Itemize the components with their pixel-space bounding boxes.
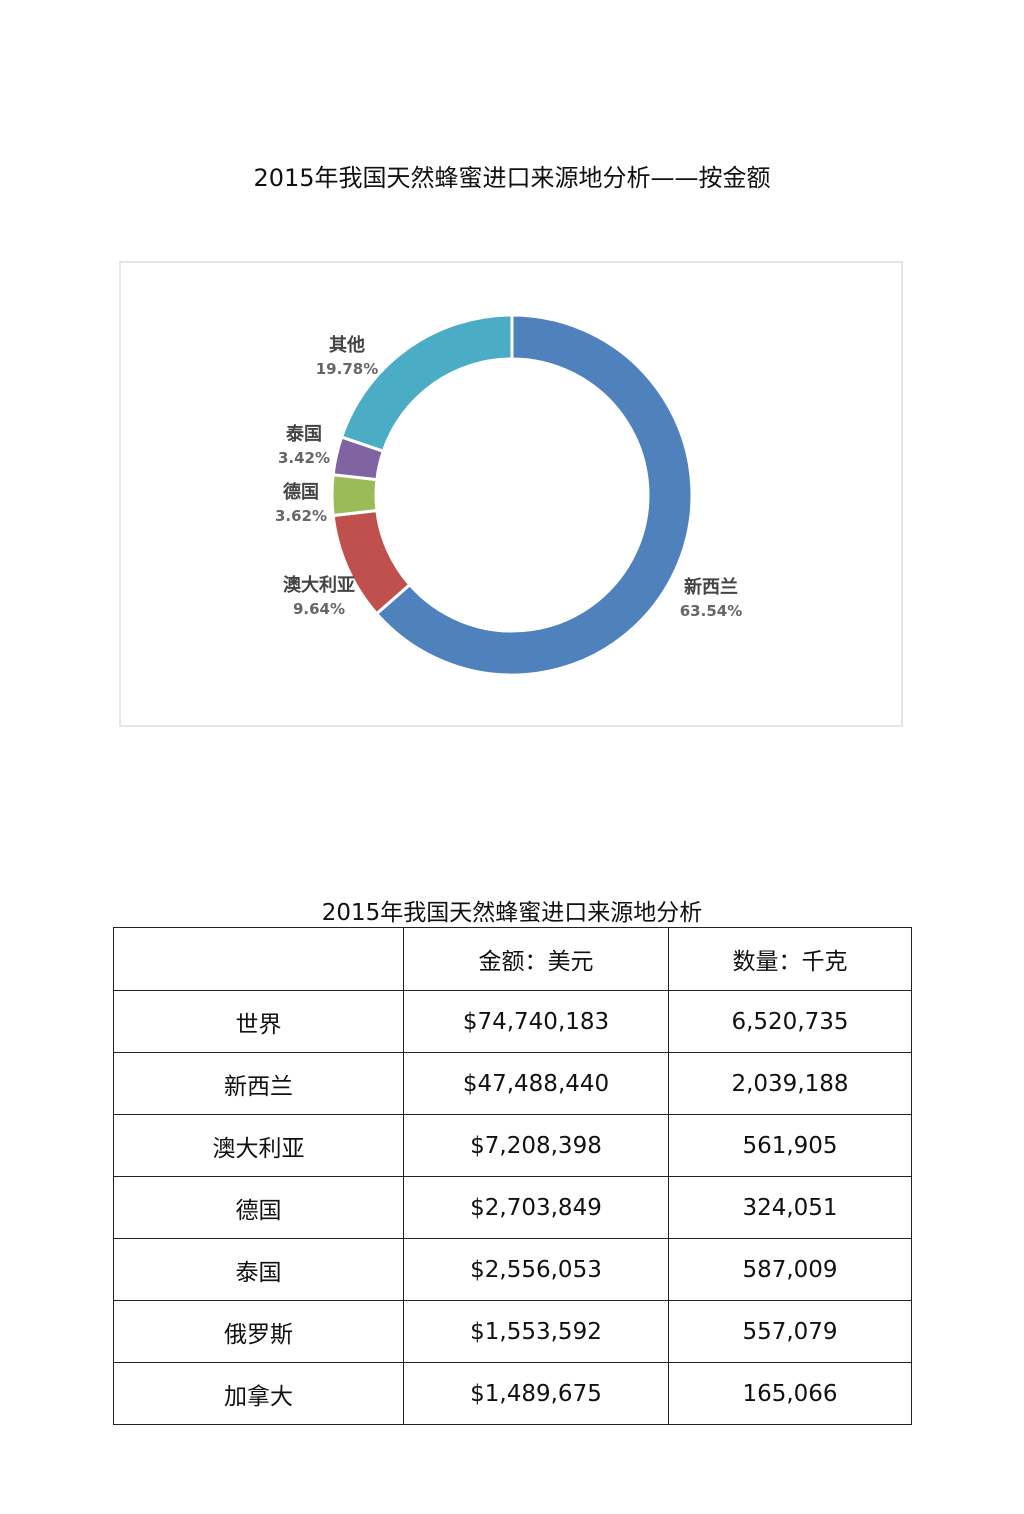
table-cell-region: 俄罗斯 <box>113 1300 404 1363</box>
table-header-row: 金额：美元 数量：千克 <box>113 927 912 991</box>
table-cell-amount: $2,703,849 <box>403 1176 669 1239</box>
table-cell-quantity: 561,905 <box>668 1114 912 1177</box>
slice-label-name: 德国 <box>283 481 319 503</box>
slice-label-percent: 3.42% <box>278 449 330 467</box>
data-table: 金额：美元 数量：千克 世界 $74,740,183 6,520,735 新西兰… <box>113 927 912 1425</box>
chart-title: 2015年我国天然蜂蜜进口来源地分析——按金额 <box>253 164 771 192</box>
table-cell-region: 加拿大 <box>113 1362 404 1425</box>
table-row: 新西兰 $47,488,440 2,039,188 <box>113 1052 912 1115</box>
table-row: 加拿大 $1,489,675 165,066 <box>113 1362 912 1425</box>
table-cell-quantity: 6,520,735 <box>668 990 912 1053</box>
slice-label-percent: 3.62% <box>275 507 327 525</box>
slice-label-percent: 63.54% <box>680 602 742 620</box>
table-cell-amount: $1,553,592 <box>403 1300 669 1363</box>
header-cell-amount: 金额：美元 <box>403 927 669 991</box>
table-cell-amount: $2,556,053 <box>403 1238 669 1301</box>
table-cell-region: 德国 <box>113 1176 404 1239</box>
table-cell-quantity: 587,009 <box>668 1238 912 1301</box>
header-cell-region <box>113 927 404 991</box>
table-title: 2015年我国天然蜂蜜进口来源地分析 <box>321 900 703 926</box>
table-cell-region: 世界 <box>113 990 404 1053</box>
slice-label-name: 新西兰 <box>684 576 738 598</box>
donut-chart: 新西兰 63.54% 澳大利亚 9.64% 德国 3.62% 泰国 3.42% 其他 19.78% <box>275 313 742 677</box>
slice-label-percent: 19.78% <box>316 360 378 378</box>
table-row: 德国 $2,703,849 324,051 <box>113 1176 912 1239</box>
table-cell-quantity: 324,051 <box>668 1176 912 1239</box>
table-cell-region: 澳大利亚 <box>113 1114 404 1177</box>
table-row: 世界 $74,740,183 6,520,735 <box>113 990 912 1053</box>
table-cell-amount: $7,208,398 <box>403 1114 669 1177</box>
header-cell-quantity: 数量：千克 <box>668 927 912 991</box>
chart-frame: 新西兰 63.54% 澳大利亚 9.64% 德国 3.62% 泰国 3.42% 其他 19.78% <box>119 261 903 727</box>
table-cell-quantity: 2,039,188 <box>668 1052 912 1115</box>
table-row: 澳大利亚 $7,208,398 561,905 <box>113 1114 912 1177</box>
table-cell-region: 新西兰 <box>113 1052 404 1115</box>
table-cell-amount: $47,488,440 <box>403 1052 669 1115</box>
table-cell-amount: $1,489,675 <box>403 1362 669 1425</box>
donut-slice-4 <box>339 313 514 454</box>
table-cell-quantity: 557,079 <box>668 1300 912 1363</box>
table-cell-region: 泰国 <box>113 1238 404 1301</box>
slice-label-name: 澳大利亚 <box>283 574 355 596</box>
table-cell-quantity: 165,066 <box>668 1362 912 1425</box>
table-row: 泰国 $2,556,053 587,009 <box>113 1238 912 1301</box>
slice-label-name: 泰国 <box>285 423 322 445</box>
slice-label-name: 其他 <box>329 334 365 356</box>
table-row: 俄罗斯 $1,553,592 557,079 <box>113 1300 912 1363</box>
table-cell-amount: $74,740,183 <box>403 990 669 1053</box>
donut-slice-0 <box>374 313 694 677</box>
donut-slice-2 <box>330 473 379 518</box>
slice-label-percent: 9.64% <box>293 600 345 618</box>
